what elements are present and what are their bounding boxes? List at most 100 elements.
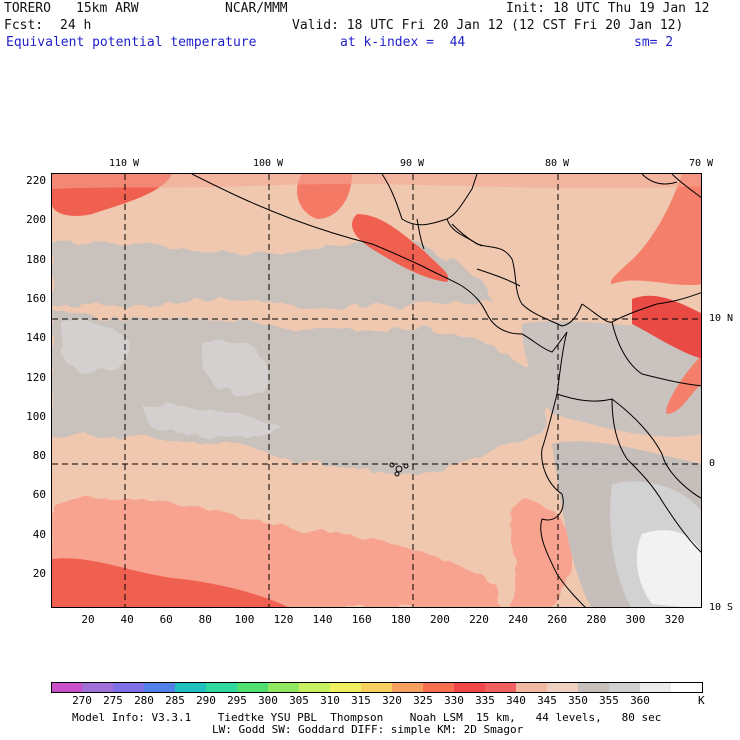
x-tick-label: 100 [234,613,255,626]
x-tick-label: 260 [547,613,568,626]
colorbar-tick-label: 330 [444,694,464,707]
colorbar-swatch [578,682,610,693]
colorbar-tick-label: 360 [630,694,650,707]
colorbar-swatch [175,682,207,693]
center-name: NCAR/MMM [225,1,288,16]
field-gray-north [52,240,492,309]
model-info-line2: LW: Godd SW: Goddard DIFF: simple KM: 2D… [212,723,524,736]
x-tick-label: 300 [625,613,646,626]
y-tick-label: 100 [26,409,46,423]
y-tick-label: 40 [32,527,46,541]
colorbar-swatch [609,682,641,693]
lon-label-90w: 90 W [399,158,425,169]
y-tick-label: 200 [26,213,46,227]
colorbar-tick-label: 305 [289,694,309,707]
y-tick-label: 160 [26,291,46,305]
x-tick-label: 200 [429,613,450,626]
forecast-hours: 24 h [60,18,92,33]
colorbar-tick-label: 280 [134,694,154,707]
coast-south-america-north [581,292,701,323]
coast-yucatan [381,174,478,226]
y-tick-label: 180 [26,252,46,266]
colorbar-tick-label: 350 [568,694,588,707]
y-tick-label: 20 [32,567,46,580]
border-peru [611,398,701,553]
lon-label-110w: 110 W [108,158,140,169]
colorbar-tick-label: 315 [351,694,371,707]
graticule [52,174,701,607]
colorbar-tick-label: 310 [320,694,340,707]
lon-label-70w: 70 W [688,158,714,169]
colorbar-swatch [113,682,145,693]
border-honduras [451,223,483,247]
field-sa-gray [522,321,701,437]
colorbar-tick-label: 290 [196,694,216,707]
model-info-line1: Model Info: V3.3.1 Tiedtke YSU PBL Thomp… [72,711,662,724]
field-salmon-coast [510,501,572,607]
border-colombia-venezuela [611,321,701,387]
level-label: at k-index = 44 [340,35,466,50]
field-andes-white [636,530,701,607]
valid-time: Valid: 18 UTC Fri 20 Jan 12 (12 CST Fri … [292,18,684,33]
colorbar-tick-label: 320 [382,694,402,707]
colorbar-tick-label: 275 [103,694,123,707]
lon-label-80w: 80 W [544,158,570,169]
lat-label-10s: 10 S [709,602,734,613]
x-tick-label: 120 [273,613,294,626]
coast-hispaniola [671,174,701,199]
field-light-gray-west [62,321,129,373]
colorbar-swatch [237,682,269,693]
y-tick-label: 60 [32,488,46,502]
x-tick-label: 40 [120,613,134,626]
x-tick-label: 140 [312,613,333,626]
y-tick-label: 220 [26,174,46,187]
colorbar-swatch [330,682,362,693]
colorbar-tick-label: 345 [537,694,557,707]
lon-label-100w: 100 W [252,158,284,169]
colorbar-swatch [640,682,672,693]
colorbar-swatch [144,682,176,693]
y-tick-label: 80 [32,449,46,463]
colorbar-swatch [547,682,579,693]
colorbar-swatch [268,682,300,693]
colorbar-tick-label: 355 [599,694,619,707]
colorbar-tick-label: 285 [165,694,185,707]
field-light-gray-mid [202,342,269,395]
colorbar-tick-label: 335 [475,694,495,707]
x-tick-label: 20 [81,613,95,626]
colorbar-tick-label: 270 [72,694,92,707]
field-red-guatemala [352,214,449,282]
colorbar-swatch [82,682,114,693]
colorbar-swatch [454,682,486,693]
colorbar-swatch [361,682,393,693]
x-tick-label: 160 [351,613,372,626]
border-guatemala [416,218,425,250]
colorbar-swatch [485,682,517,693]
field-red-caribbean [610,174,701,414]
forecast-label: Fcst: [4,18,44,33]
y-tick-label: 120 [26,370,46,384]
x-tick-label: 180 [390,613,411,626]
galapagos-islands [389,462,409,477]
colorbar-unit: K [698,694,705,707]
field-light-gray-south [142,404,282,438]
smoothing-label: sm= 2 [634,35,674,50]
colorbar-tick-label: 300 [258,694,278,707]
x-tick-label: 280 [586,613,607,626]
field-red-mexico [297,174,352,219]
colorbar-swatch [671,682,703,693]
field-red-south-left [52,558,288,607]
field-red-venezuela [632,295,701,359]
x-tick-label: 80 [198,613,212,626]
colorbar-swatch [51,682,83,693]
lat-label-10n: 10 N [709,313,734,324]
colorbar-tick-label: 340 [506,694,526,707]
colorbar-tick-label: 295 [227,694,247,707]
colorbar-swatch [392,682,424,693]
init-time: Init: 18 UTC Thu 19 Jan 12 [506,1,710,16]
model-resolution: 15km ARW [76,1,139,16]
field-title: Equivalent potential temperature [6,35,257,50]
x-tick-label: 320 [664,613,685,626]
border-colombia-ecuador [556,393,701,499]
field-gray-central [52,309,552,474]
